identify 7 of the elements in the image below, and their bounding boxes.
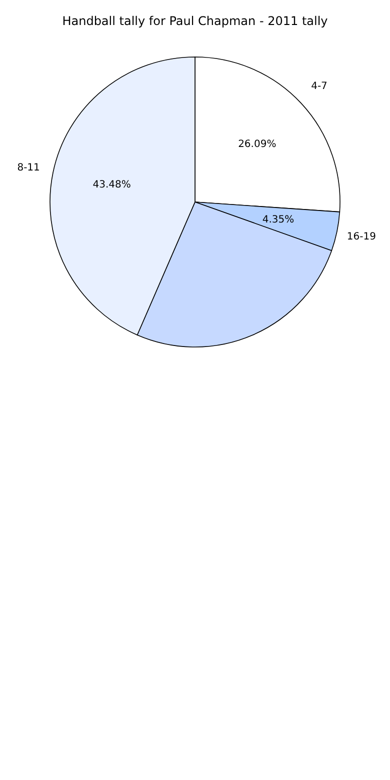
data-label: 43.48% [92,180,131,191]
slice-label: 16-19 [346,232,376,243]
data-label: 26.09% [238,138,276,150]
slice-label: 4-7 [311,80,328,92]
data-label: 4.35% [262,214,294,226]
chart-title: Handball tally for Paul Chapman - 2011 tally [62,14,328,28]
slice-label: 8-11 [17,162,40,174]
